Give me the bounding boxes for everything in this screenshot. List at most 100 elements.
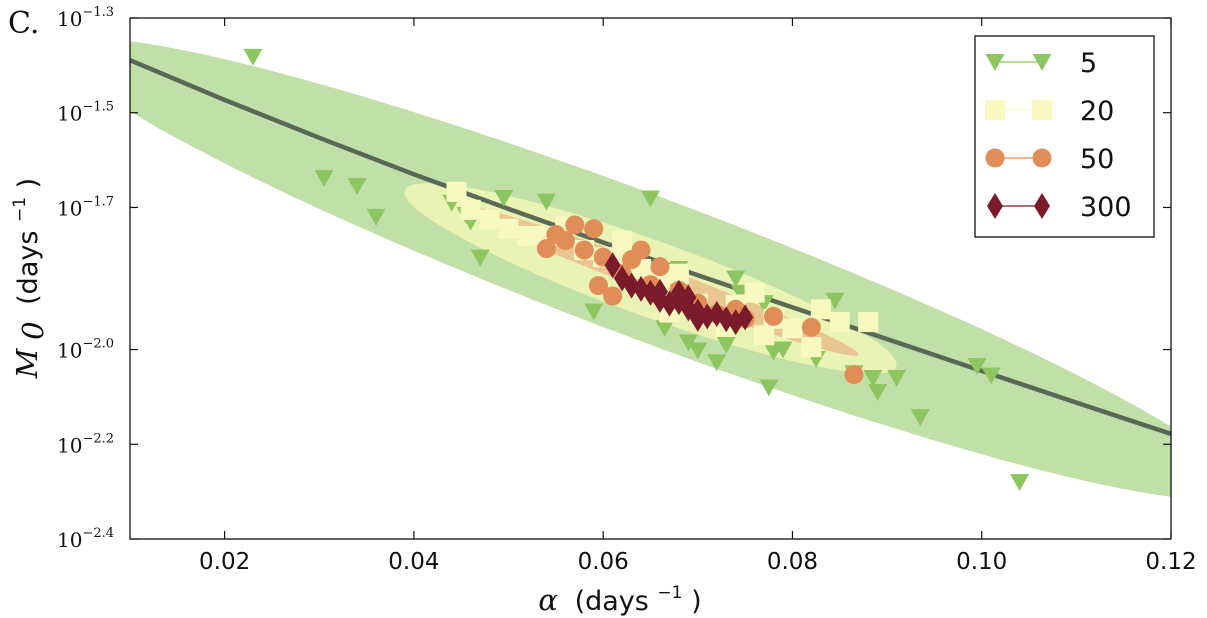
point-20-19: [782, 318, 803, 339]
y-axis-symbol: M: [10, 347, 44, 379]
point-50-16: [801, 317, 821, 337]
legend-marker-5-a: [985, 54, 1005, 71]
data-points: [243, 48, 1030, 491]
y-tick-label-1: 10−1.5: [57, 100, 114, 126]
point-5-32: [981, 367, 1001, 385]
point-20-4: [517, 225, 538, 246]
y-tick-label-3: 10−2.0: [57, 337, 114, 363]
point-20-3: [498, 218, 519, 239]
point-20-26: [801, 337, 822, 358]
legend-label-50: 50: [1080, 144, 1114, 175]
legend-marker-20-b: [1032, 100, 1052, 120]
point-50-18: [588, 276, 608, 296]
point-50-5: [574, 240, 594, 260]
legend-label-20: 20: [1080, 96, 1114, 127]
point-5-10: [641, 190, 660, 208]
point-5-8: [494, 189, 514, 207]
fit-curve: [130, 58, 1171, 437]
legend-marker-300-b: [1034, 193, 1050, 219]
point-5-1: [314, 170, 334, 187]
point-20-12: [668, 263, 689, 284]
x-tick-label-5: 0.12: [1145, 549, 1196, 575]
point-5-33: [1010, 474, 1030, 491]
x-tick-label-3: 0.08: [767, 549, 818, 575]
x-axis-label: α (days −1 ): [538, 574, 701, 617]
point-5-22: [764, 343, 784, 361]
y-tick-label-4: 10−2.2: [57, 431, 114, 457]
point-300-6: [661, 290, 678, 317]
point-5-31: [967, 358, 987, 375]
point-50-2: [584, 219, 604, 239]
point-5-34: [726, 270, 746, 288]
legend-marker-5-b: [1032, 54, 1052, 71]
point-20-2: [479, 209, 500, 230]
fit-curve-layer: [130, 58, 1171, 437]
legend-marker-50-b: [1032, 148, 1052, 168]
point-300-14: [737, 304, 754, 331]
point-50-17: [844, 365, 864, 385]
panel-label: C.: [8, 6, 39, 41]
point-50-1: [565, 215, 585, 235]
point-5-15: [678, 334, 698, 352]
point-20-21: [829, 312, 850, 333]
point-5-28: [868, 384, 888, 401]
point-20-0: [446, 181, 467, 202]
point-5-24: [825, 292, 845, 310]
point-50-15: [764, 306, 784, 326]
point-5-30: [910, 409, 930, 427]
point-20-25: [754, 325, 775, 346]
point-50-4: [555, 231, 575, 251]
y-axis-unit-close: ): [13, 178, 44, 189]
point-5-25: [759, 379, 779, 397]
legend-label-5: 5: [1080, 48, 1097, 79]
point-5-27: [863, 369, 883, 387]
legend-marker-20-a: [985, 100, 1005, 120]
y-tick-label-2: 10−1.7: [57, 194, 114, 220]
x-tick-label-2: 0.06: [578, 549, 629, 575]
point-5-17: [707, 354, 727, 372]
y-axis-symbol-sub: 0: [16, 321, 50, 339]
y-axis-label: M 0 (days −1 ): [1, 178, 50, 379]
point-5-13: [584, 303, 604, 321]
point-300-17: [670, 279, 687, 306]
x-tick-label-1: 0.04: [388, 549, 439, 575]
x-axis-ticks: 0.02 0.04 0.06 0.08 0.10 0.12: [199, 18, 1197, 575]
legend: 5 20 50 300: [974, 35, 1155, 238]
point-50-3: [536, 239, 556, 259]
y-axis-unit-exp: −1: [10, 197, 30, 222]
point-5-3: [366, 208, 386, 226]
y-tick-label-5: 10−2.4: [57, 526, 114, 552]
point-50-10: [650, 257, 670, 277]
point-5-9: [536, 193, 556, 211]
legend-marker-300-a: [987, 193, 1003, 219]
y-axis-ticks: 10−1.3 10−1.5 10−1.7 10−2.0 10−2.2 10−2.4: [57, 5, 1171, 552]
point-5-29: [887, 369, 907, 387]
point-300-18: [651, 278, 668, 305]
point-5-2: [347, 178, 367, 195]
point-50-19: [603, 286, 623, 306]
point-300-10: [699, 303, 716, 330]
point-300-16: [689, 305, 706, 332]
x-axis-symbol: α: [538, 583, 558, 617]
legend-label-300: 300: [1080, 192, 1132, 223]
point-20-17: [744, 282, 765, 303]
legend-entries: 5 20 50 300: [985, 48, 1132, 223]
x-tick-label-4: 0.10: [956, 549, 1007, 575]
point-20-20: [810, 299, 831, 320]
point-20-22: [858, 312, 879, 333]
point-300-0: [604, 252, 621, 279]
x-axis-unit-exp: −1: [657, 583, 682, 603]
point-5-16: [688, 342, 708, 360]
y-tick-label-0: 10−1.3: [57, 5, 114, 31]
legend-box: [974, 35, 1155, 238]
plot-frame: [129, 17, 1172, 540]
x-tick-label-0: 0.02: [199, 549, 250, 575]
point-5-14: [655, 320, 675, 338]
point-5-18: [716, 336, 736, 354]
x-axis-unit-close: ): [691, 586, 702, 617]
x-axis-unit: (days: [575, 586, 649, 617]
point-5-7: [470, 249, 490, 267]
point-50-9: [622, 250, 642, 270]
legend-marker-50-a: [985, 148, 1005, 168]
